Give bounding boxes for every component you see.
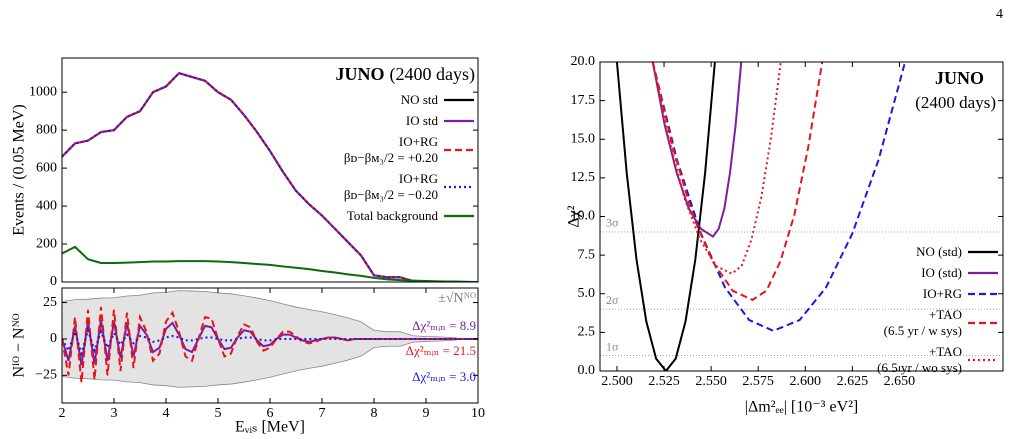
x-tick-label: 3: [111, 406, 118, 421]
legend-entry: Total background: [347, 208, 476, 224]
title-sub: (2400 days): [390, 64, 475, 85]
axes-frame: [61, 57, 479, 283]
y-tick-label: 15.0: [571, 131, 596, 146]
y-tick-label: 600: [36, 160, 57, 175]
legend-label: IO+RG βᴅ−βᴍ₃/2 = −0.20: [343, 171, 438, 202]
x-tick-label: 10: [471, 406, 485, 421]
x-tick-label: 2.525: [648, 374, 680, 389]
y-tick-label: 800: [36, 122, 57, 137]
chart-subtitle: (2400 days): [915, 93, 996, 112]
x-axis-label: |Δm²ₑₑ| [10⁻³ eV²]: [745, 399, 859, 416]
y-axis-label: Nᴵᴼ − Nᴺᴼ: [11, 313, 28, 377]
x-tick-label: 9: [423, 406, 430, 421]
annotation: Δχ²ₘᵢₙ = 21.5: [406, 343, 476, 358]
legend-label: IO+RG βᴅ−βᴍ₃/2 = +0.20: [343, 134, 438, 165]
y-tick-label: 0: [50, 274, 57, 289]
x-tick-label: 2.500: [601, 374, 633, 389]
legend-label: +TAO (6.5 yr / w sys): [883, 307, 962, 338]
y-tick-label: 20.0: [571, 54, 596, 69]
x-tick-label: 5: [215, 406, 222, 421]
legend-swatch: [444, 214, 474, 218]
legend-swatch: [968, 292, 998, 296]
y-axis-label: Events / (0.05 MeV): [11, 104, 28, 236]
y-tick-label: 25: [43, 295, 57, 310]
plot-area: [62, 290, 478, 388]
legend-entry: IO+RG βᴅ−βᴍ₃/2 = +0.20: [344, 134, 476, 166]
legend-label: NO (std): [916, 244, 962, 259]
legend-entry: NO std: [401, 92, 476, 108]
x-axis-label: Eᵥᵢₛ [MeV]: [235, 419, 305, 436]
y-tick-label: 10.0: [571, 209, 596, 224]
x-tick-label: 2.600: [790, 374, 822, 389]
series-line: [651, 62, 824, 302]
series-line: [651, 62, 782, 275]
legend-entry: NO (std): [916, 244, 1000, 260]
reference-label: 2σ: [606, 293, 619, 307]
series-line: [62, 72, 478, 282]
x-tick-label: 2.650: [884, 374, 916, 389]
legend-label: Total background: [346, 208, 438, 223]
series-line: [62, 326, 478, 358]
legend-swatch: [968, 321, 998, 325]
legend-entry: +TAO (6.5 yr / w sys): [884, 307, 1000, 339]
annotation: Δχ²ₘᵢₙ = 3.0: [412, 369, 476, 384]
x-tick-label: 2.625: [837, 374, 869, 389]
legend-entry: +TAO (6.5 yr / wo sys): [877, 344, 1000, 376]
legend-swatch: [968, 271, 998, 275]
legend-swatch: [968, 358, 998, 362]
x-tick-label: 2.550: [695, 374, 727, 389]
legend: NO (std) IO (std) IO+RG +TAO (6.5 yr / w sy…: [877, 244, 1000, 381]
legend-entry: IO (std): [921, 265, 1000, 281]
x-tick-label: 6: [267, 406, 274, 421]
legend-label: IO std: [405, 113, 438, 128]
x-tick-label: 7: [319, 406, 326, 421]
legend-swatch: [444, 185, 474, 189]
x-tick-label: 8: [371, 406, 378, 421]
reference-label: 3σ: [606, 216, 619, 230]
y-tick-label: 12.5: [571, 170, 596, 185]
series-line: [615, 62, 716, 371]
annotation: Δχ²ₘᵢₙ = 8.9: [412, 318, 476, 333]
y-tick-label: 7.5: [578, 247, 596, 262]
legend: NO std IO std IO+RG βᴅ−βᴍ₃/2 = +0.20 IO+RG …: [344, 92, 476, 229]
y-tick-label: 0: [50, 331, 57, 346]
y-tick-label: 200: [36, 236, 57, 251]
x-tick-label: 2.575: [742, 374, 774, 389]
legend-swatch: [444, 119, 474, 123]
legend-label: NO std: [400, 92, 438, 107]
legend-swatch: [444, 148, 474, 152]
y-axis-label: Δχ²: [566, 205, 583, 227]
series-line: [62, 245, 478, 282]
y-tick-label: 1000: [29, 84, 57, 99]
series-line: [651, 62, 743, 238]
x-tick-label: 2: [59, 406, 66, 421]
legend-swatch: [444, 98, 474, 102]
y-tick-label: 400: [36, 198, 57, 213]
plot-area: [62, 72, 478, 282]
y-tick-label: 5.0: [578, 286, 596, 301]
legend-entry: IO+RG: [923, 286, 1000, 302]
legend-label: +TAO (6.5 yr / wo sys): [877, 344, 962, 375]
x-tick-label: 4: [163, 406, 170, 421]
y-tick-label: 0.0: [578, 363, 596, 378]
y-tick-label: 2.5: [578, 325, 596, 340]
reference-label: 1σ: [606, 339, 619, 353]
title-main: JUNO: [336, 64, 385, 84]
page-number: 4: [996, 7, 1003, 22]
chart-title: JUNO: [935, 68, 984, 88]
legend-label: IO (std): [921, 265, 962, 280]
legend-entry: IO+RG βᴅ−βᴍ₃/2 = −0.20: [344, 171, 476, 203]
band-label: ±√Nᴺᴼ: [438, 291, 476, 306]
y-tick-label: 17.5: [571, 93, 596, 108]
chart-title: JUNO (2400 days): [336, 64, 475, 85]
legend-swatch: [968, 250, 998, 254]
plot-area: [600, 62, 1003, 371]
y-tick-label: −25: [35, 368, 57, 383]
legend-label: IO+RG: [922, 286, 962, 301]
legend-entry: IO std: [406, 113, 476, 129]
